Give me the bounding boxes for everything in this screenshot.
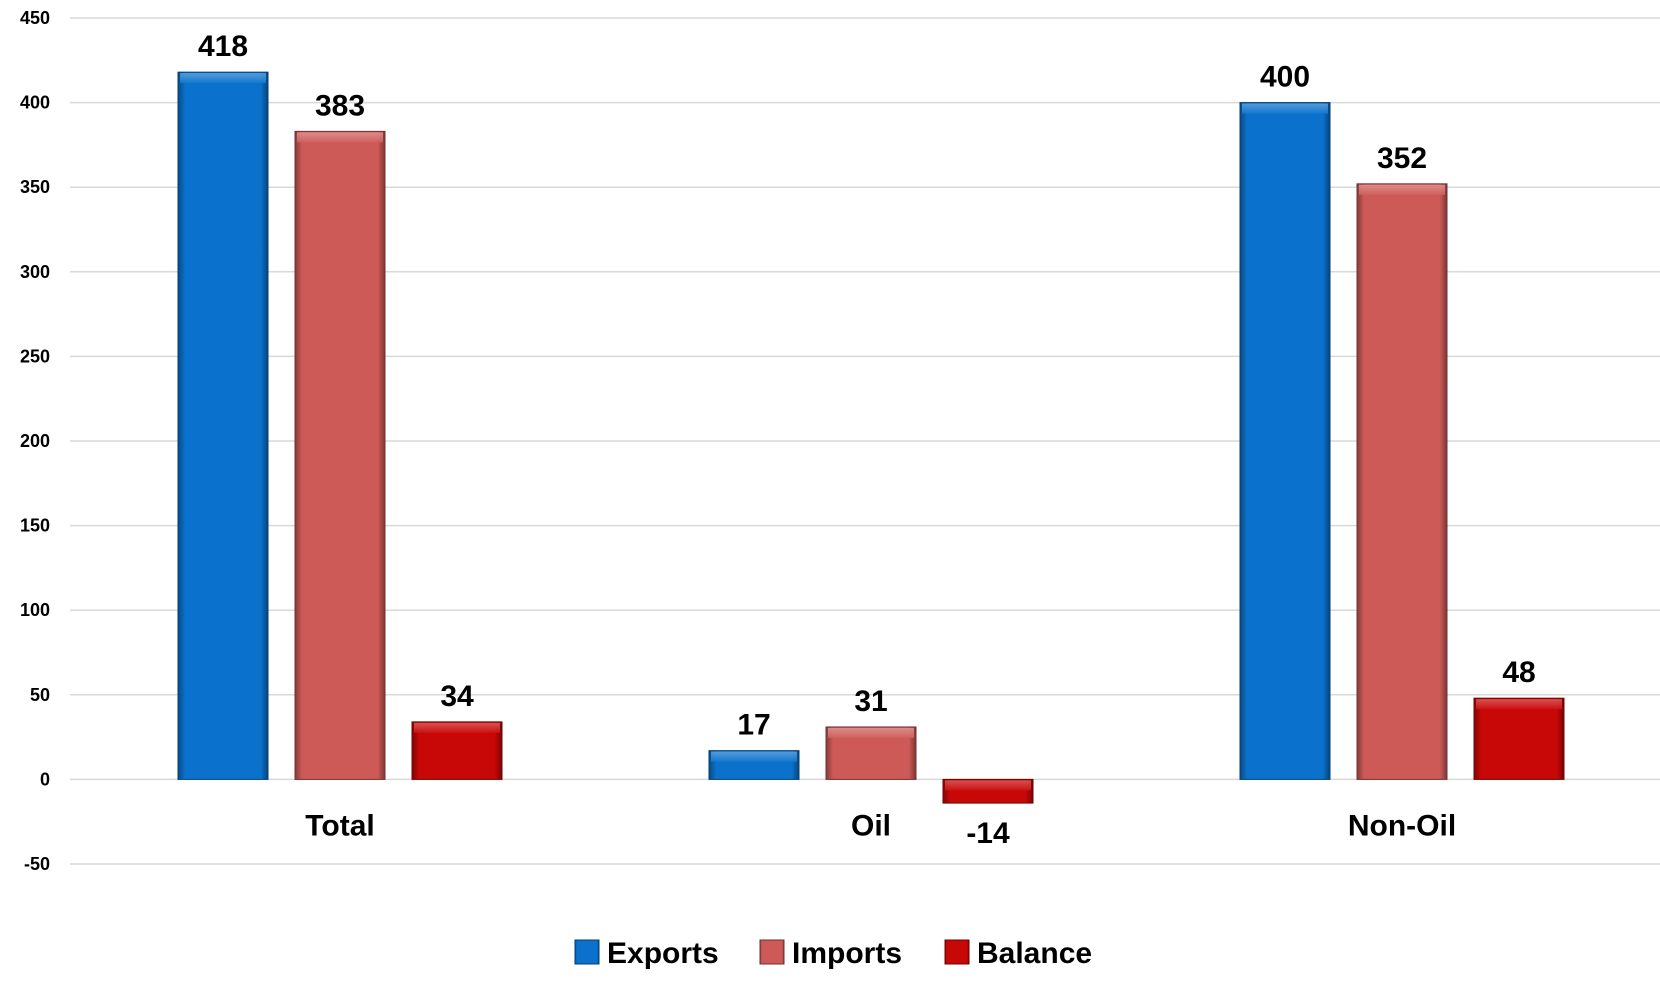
legend-swatch bbox=[574, 939, 600, 965]
y-tick-label: 350 bbox=[20, 177, 50, 197]
data-label-non-oil-imports: 352 bbox=[1377, 142, 1427, 175]
bar-bevel bbox=[1242, 103, 1328, 114]
data-labels: 418 383 34 17 31 -14 400 352 48 bbox=[198, 30, 1536, 850]
bar-body bbox=[1356, 183, 1448, 780]
y-tick-label: 300 bbox=[20, 262, 50, 282]
y-tick-label: 400 bbox=[20, 93, 50, 113]
bar-bevel bbox=[828, 727, 914, 738]
bar-bevel bbox=[945, 780, 1031, 791]
bar-oil-balance bbox=[942, 778, 1034, 804]
category-labels: Total Oil Non-Oil bbox=[305, 809, 1456, 842]
bar-non-oil-imports bbox=[1356, 183, 1448, 780]
y-tick-label: 150 bbox=[20, 516, 50, 536]
legend-item-imports: Imports bbox=[759, 937, 902, 970]
y-tick-label: 50 bbox=[30, 685, 50, 705]
bar-bevel bbox=[180, 73, 266, 84]
bar-bevel bbox=[414, 722, 500, 733]
data-label-oil-balance: -14 bbox=[966, 817, 1010, 850]
data-label-total-imports: 383 bbox=[315, 89, 365, 122]
data-label-non-oil-exports: 400 bbox=[1260, 61, 1310, 94]
y-tick-label: 100 bbox=[20, 600, 50, 620]
legend: Exports Imports Balance bbox=[574, 937, 1092, 970]
y-tick-label: 200 bbox=[20, 431, 50, 451]
legend-item-exports: Exports bbox=[574, 937, 719, 970]
legend-label: Exports bbox=[607, 937, 719, 970]
bar-non-oil-exports bbox=[1239, 102, 1331, 780]
y-axis-ticks: -50 0 50 100 150 200 250 300 350 400 450 bbox=[20, 8, 50, 874]
legend-swatch bbox=[944, 939, 970, 965]
legend-label: Balance bbox=[977, 937, 1092, 970]
category-label-oil: Oil bbox=[851, 809, 891, 842]
bar-bevel bbox=[1476, 699, 1562, 710]
bar-body bbox=[1473, 697, 1565, 780]
y-tick-label: 250 bbox=[20, 346, 50, 366]
bar-body bbox=[177, 71, 269, 780]
bar-total-balance bbox=[411, 721, 503, 780]
bar-bevel bbox=[1359, 184, 1445, 195]
legend-swatch bbox=[759, 939, 785, 965]
y-tick-label: -50 bbox=[24, 854, 50, 874]
data-label-total-balance: 34 bbox=[440, 680, 474, 713]
bar-oil-imports bbox=[825, 726, 917, 780]
data-label-oil-imports: 31 bbox=[854, 685, 887, 718]
bars bbox=[177, 71, 1565, 804]
bar-total-exports bbox=[177, 71, 269, 780]
bar-oil-exports bbox=[708, 750, 800, 780]
category-label-non-oil: Non-Oil bbox=[1348, 809, 1456, 842]
data-label-oil-exports: 17 bbox=[737, 709, 770, 742]
y-tick-label: 0 bbox=[40, 769, 50, 789]
bar-bevel bbox=[711, 751, 797, 762]
bar-bevel bbox=[297, 132, 383, 143]
bar-total-imports bbox=[294, 130, 386, 780]
legend-item-balance: Balance bbox=[944, 937, 1092, 970]
y-tick-label: 450 bbox=[20, 8, 50, 28]
category-label-total: Total bbox=[305, 809, 374, 842]
bar-body bbox=[1239, 102, 1331, 780]
bar-body bbox=[294, 130, 386, 780]
data-label-non-oil-balance: 48 bbox=[1502, 656, 1535, 689]
bar-non-oil-balance bbox=[1473, 697, 1565, 780]
legend-label: Imports bbox=[792, 937, 902, 970]
data-label-total-exports: 418 bbox=[198, 30, 248, 63]
